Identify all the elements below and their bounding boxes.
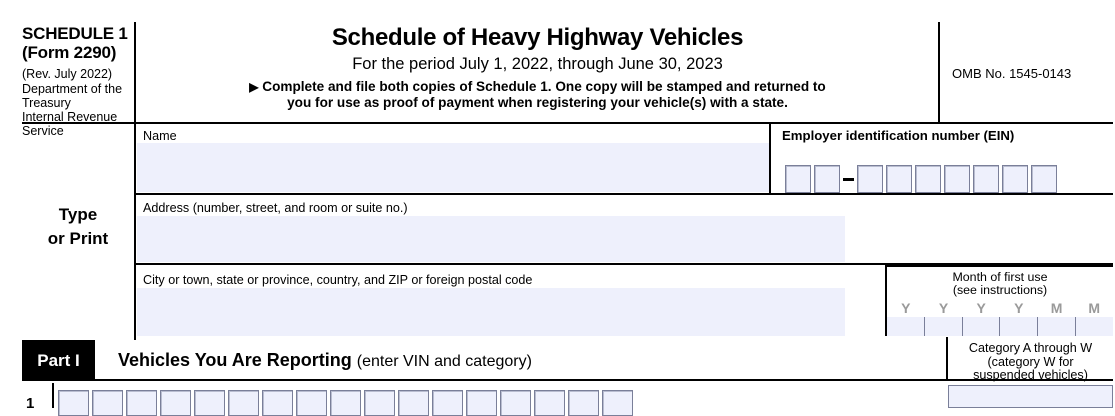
name-input[interactable]	[137, 143, 769, 192]
month-of-first-use-box: Month of first use (see instructions) Y …	[885, 265, 1113, 336]
category-input[interactable]	[948, 385, 1113, 408]
vin-cell[interactable]	[602, 390, 633, 416]
vin-row-number: 1	[26, 395, 35, 412]
year-marker: Y	[938, 300, 949, 316]
vin-cell[interactable]	[58, 390, 89, 416]
type-print-divider	[134, 124, 136, 340]
month-cell[interactable]	[963, 317, 1001, 336]
form-title-block: Schedule of Heavy Highway Vehicles For t…	[140, 24, 935, 111]
category-line1: Category A through W	[968, 341, 1093, 355]
header-divider-left	[134, 22, 136, 122]
ein-dash-separator	[843, 177, 854, 181]
part-one-tag: Part I	[22, 340, 95, 381]
month-of-first-use-input-group[interactable]	[887, 317, 1113, 336]
month-caption-line1: Month of first use	[952, 270, 1048, 284]
vin-cell[interactable]	[194, 390, 225, 416]
ein-cell[interactable]	[973, 165, 999, 193]
vin-cell[interactable]	[364, 390, 395, 416]
ein-input-group[interactable]	[785, 165, 1060, 193]
vin-cell[interactable]	[126, 390, 157, 416]
arrow-icon: ▶	[249, 80, 259, 94]
category-divider	[946, 337, 948, 381]
vin-cell[interactable]	[296, 390, 327, 416]
revision-date: (Rev. July 2022)	[22, 67, 113, 81]
vin-cell[interactable]	[432, 390, 463, 416]
type-or-print-label: Type or Print	[22, 203, 134, 251]
vin-cell[interactable]	[466, 390, 497, 416]
schedule-number-line1: SCHEDULE 1	[22, 24, 128, 43]
month-marker-row: Y Y Y Y M M	[887, 300, 1113, 316]
vin-cell[interactable]	[568, 390, 599, 416]
vin-cell[interactable]	[262, 390, 293, 416]
part-one-title-sub: (enter VIN and category)	[356, 353, 532, 370]
tax-period: For the period July 1, 2022, through Jun…	[352, 55, 723, 73]
ein-cell[interactable]	[857, 165, 883, 193]
vin-cell[interactable]	[534, 390, 565, 416]
vin-cell[interactable]	[500, 390, 531, 416]
department-line2: Internal Revenue Service	[22, 110, 118, 138]
year-marker: Y	[901, 300, 911, 316]
header-divider-right	[938, 22, 940, 122]
filing-instruction: ▶ Complete and file both copies of Sched…	[140, 79, 935, 111]
omb-number: OMB No. 1545-0143	[952, 66, 1072, 81]
schedule-number-line2: (Form 2290)	[22, 43, 117, 62]
filing-instruction-line1: Complete and file both copies of Schedul…	[262, 79, 826, 94]
month-cell[interactable]	[1000, 317, 1039, 336]
month-cell[interactable]	[887, 317, 925, 336]
department-line1: Department of the Treasury	[22, 82, 123, 110]
address-input[interactable]	[137, 216, 845, 262]
vin-input-group[interactable]	[58, 390, 636, 416]
month-marker: M	[1050, 300, 1063, 316]
vin-cell[interactable]	[92, 390, 123, 416]
category-line3: suspended vehicles)	[973, 368, 1088, 382]
ein-cell[interactable]	[944, 165, 970, 193]
part-one-title: Vehicles You Are Reporting (enter VIN an…	[118, 350, 532, 371]
category-legend: Category A through W (category W for sus…	[948, 340, 1113, 381]
city-input[interactable]	[137, 288, 845, 336]
form-identifier-block: SCHEDULE 1 (Form 2290) (Rev. July 2022) …	[22, 24, 130, 138]
ein-cell[interactable]	[1002, 165, 1028, 193]
ein-cell[interactable]	[915, 165, 941, 193]
address-row-rule	[134, 263, 1113, 265]
month-marker: M	[1088, 300, 1101, 316]
vin-cell[interactable]	[398, 390, 429, 416]
ein-divider	[769, 124, 771, 193]
month-cell[interactable]	[1038, 317, 1077, 336]
vin-cell[interactable]	[228, 390, 259, 416]
ein-label: Employer identification number (EIN)	[782, 128, 1015, 143]
address-label: Address (number, street, and room or sui…	[143, 201, 408, 215]
ein-cell[interactable]	[886, 165, 912, 193]
month-cell[interactable]	[1076, 317, 1113, 336]
header-bottom-rule	[22, 122, 1113, 124]
name-label: Name	[143, 129, 177, 143]
year-marker: Y	[1014, 300, 1024, 316]
category-line2: (category W for	[987, 354, 1074, 369]
ein-cell[interactable]	[814, 165, 840, 193]
vin-cell[interactable]	[330, 390, 361, 416]
part-one-title-main: Vehicles You Are Reporting	[118, 350, 352, 370]
name-row-rule	[134, 193, 1113, 195]
month-caption-line2: (see instructions)	[952, 283, 1048, 297]
type-or-print-line1: Type	[58, 205, 98, 224]
page-title: Schedule of Heavy Highway Vehicles	[331, 24, 744, 51]
vin-cell[interactable]	[160, 390, 191, 416]
year-marker: Y	[976, 300, 986, 316]
vin-row-divider	[52, 383, 54, 408]
city-label: City or town, state or province, country…	[143, 273, 533, 287]
filing-instruction-line2: you for use as proof of payment when reg…	[287, 95, 788, 110]
ein-cell[interactable]	[785, 165, 811, 193]
part-one-header	[22, 340, 1113, 381]
month-cell[interactable]	[925, 317, 963, 336]
ein-cell[interactable]	[1031, 165, 1057, 193]
type-or-print-line2: or Print	[47, 229, 109, 248]
